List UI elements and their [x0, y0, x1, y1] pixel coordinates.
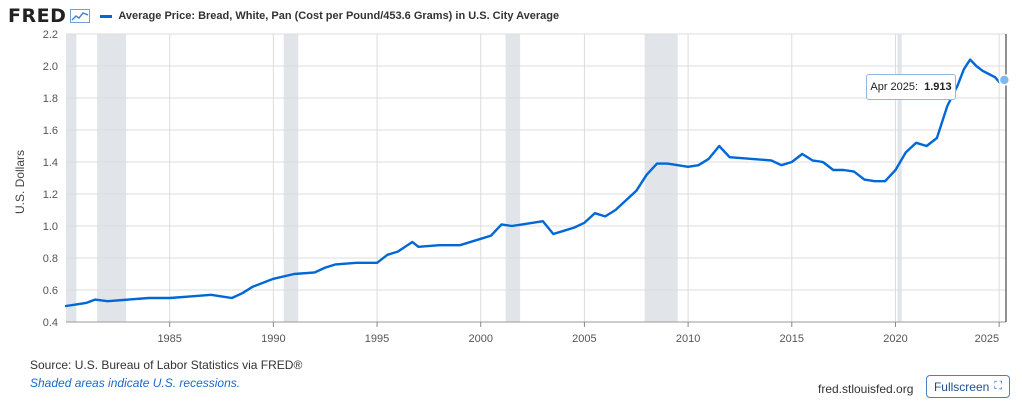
hover-tooltip: Apr 2025: 1.913 — [866, 74, 956, 100]
source-text: Source: U.S. Bureau of Labor Statistics … — [30, 358, 302, 372]
tooltip-value: 1.913 — [924, 81, 952, 93]
fullscreen-button[interactable]: Fullscreen ⛶ — [926, 375, 1010, 398]
tooltip-date: Apr 2025: — [870, 81, 919, 93]
legend-line-swatch — [100, 14, 113, 18]
y-tick-label: 1.0 — [43, 221, 58, 233]
recession-band — [897, 34, 902, 322]
x-tick-label: 2015 — [780, 333, 804, 345]
hover-marker — [998, 74, 1011, 86]
y-tick-label: 0.8 — [43, 253, 58, 265]
x-axis-ticks: 1985 1990 1995 2000 2005 2010 2015 2020 2025 — [157, 322, 1000, 345]
y-axis-label: U.S. Dollars — [13, 150, 27, 214]
source-value: U.S. Bureau of Labor Statistics via FRED… — [74, 358, 303, 372]
series-layer — [64, 58, 1011, 308]
y-tick-label: 0.4 — [43, 317, 58, 329]
x-tick-label: 1985 — [157, 333, 181, 345]
x-tick-label: 2000 — [468, 333, 492, 345]
recession-band — [66, 34, 77, 322]
y-tick-label: 2.2 — [43, 29, 58, 41]
fred-url[interactable]: fred.stlouisfed.org — [818, 382, 914, 396]
y-tick-label: 2.0 — [43, 61, 58, 73]
series-line — [64, 58, 1006, 308]
recession-band — [97, 34, 127, 322]
gridlines — [66, 33, 1007, 323]
source-label: Source: — [30, 358, 75, 372]
expand-icon: ⛶ — [994, 380, 1003, 392]
y-tick-label: 0.6 — [43, 285, 58, 297]
fullscreen-label: Fullscreen — [933, 379, 990, 394]
chart-header: FRED Average Price: Bread, White, Pan (C… — [8, 5, 559, 27]
recession-note[interactable]: Shaded areas indicate U.S. recessions. — [30, 376, 241, 390]
recession-band — [644, 34, 678, 322]
x-tick-label: 2010 — [676, 333, 700, 345]
series-legend[interactable]: Average Price: Bread, White, Pan (Cost p… — [100, 10, 559, 22]
x-tick-label: 2025 — [975, 333, 999, 345]
y-tick-label: 1.4 — [43, 157, 58, 169]
recession-band — [283, 34, 299, 322]
x-tick-label: 1995 — [365, 333, 389, 345]
fred-logo[interactable]: FRED — [8, 5, 67, 27]
y-axis-ticks: 0.4 0.6 0.8 1.0 1.2 1.4 1.6 1.8 2.0 2.2 — [43, 29, 58, 329]
legend-label: Average Price: Bread, White, Pan (Cost p… — [118, 10, 560, 22]
x-tick-label: 2020 — [883, 333, 907, 345]
y-tick-label: 1.6 — [43, 125, 58, 137]
x-tick-label: 2005 — [572, 333, 596, 345]
line-graph-icon — [70, 9, 91, 23]
recession-shading — [66, 34, 902, 322]
recession-band — [505, 34, 521, 322]
y-tick-label: 1.2 — [43, 189, 58, 201]
x-tick-label: 1990 — [261, 333, 285, 345]
y-tick-label: 1.8 — [43, 93, 58, 105]
